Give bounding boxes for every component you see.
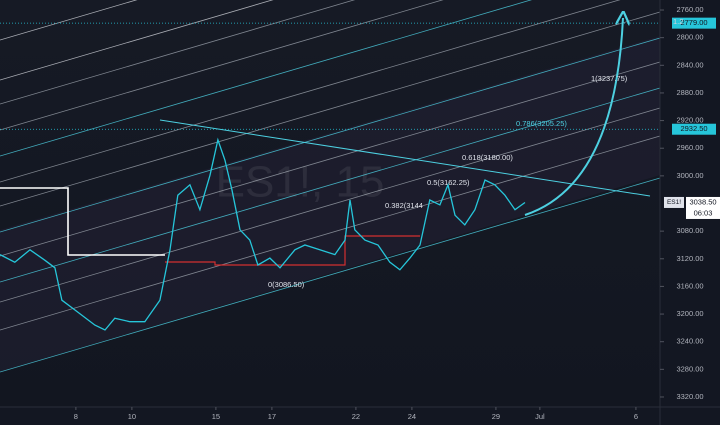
channel-line <box>0 0 356 105</box>
channel-line <box>0 0 621 183</box>
fib-label: 1.2 <box>673 17 683 26</box>
fib-label: 1(3237.75) <box>591 74 628 83</box>
y-tick-label: 3080.00 <box>676 226 703 235</box>
channel-line <box>0 177 661 373</box>
y-tick-label: 2760.00 <box>676 5 703 14</box>
last-price-label: 3038.50 <box>689 197 716 206</box>
channel-line <box>0 0 533 157</box>
channel-line <box>0 61 661 257</box>
y-tick-label: 2880.00 <box>676 88 703 97</box>
price-tag-label: 2779.00 <box>680 18 707 27</box>
channel-line <box>0 11 661 207</box>
price-tag <box>672 123 716 135</box>
y-tick-label: 3200.00 <box>676 309 703 318</box>
x-tick-label: 15 <box>212 412 220 421</box>
fib-label: 0.786(3205.25) <box>516 119 567 128</box>
x-tick-label: 10 <box>128 412 136 421</box>
y-tick-label: 3240.00 <box>676 337 703 346</box>
x-tick-label: 22 <box>352 412 360 421</box>
fib-label: 0.5(3162.25) <box>427 178 470 187</box>
price-line <box>0 137 526 331</box>
y-tick-label: 3320.00 <box>676 392 703 401</box>
x-tick-label: 8 <box>74 412 78 421</box>
y-tick-label: 3280.00 <box>676 364 703 373</box>
fib-label: 0.618(3180.00) <box>462 153 513 162</box>
x-tick-label: Jul <box>535 412 545 421</box>
price-tag <box>672 17 716 29</box>
x-tick-label: 17 <box>268 412 276 421</box>
y-tick-label: 2960.00 <box>676 143 703 152</box>
fib-label: 0.382(3144 <box>385 201 423 210</box>
channel-line <box>0 0 138 41</box>
y-tick-label: 3000.00 <box>676 171 703 180</box>
y-tick-label: 2840.00 <box>676 60 703 69</box>
x-axis-panel <box>0 407 720 425</box>
step-line-red <box>165 235 420 266</box>
x-tick-label: 24 <box>408 412 416 421</box>
fib-label: 0(3086.50) <box>268 280 305 289</box>
countdown-label: 06:03 <box>694 208 713 217</box>
y-tick-label: 2800.00 <box>676 33 703 42</box>
y-tick-label: 2920.00 <box>676 116 703 125</box>
price-tag-label: 2932.50 <box>680 124 707 133</box>
channel-line <box>0 37 661 233</box>
symbol-tag-label: ES1! <box>667 199 681 206</box>
x-tick-label: 6 <box>634 412 638 421</box>
trend-line <box>159 119 651 197</box>
watermark: ES1!, 15 <box>216 158 385 207</box>
channel-line <box>0 135 661 331</box>
channel-line <box>0 87 661 283</box>
channel-fill <box>0 36 660 372</box>
symbol-tag <box>664 196 684 208</box>
y-tick-label: 3120.00 <box>676 254 703 263</box>
last-price-tag <box>686 196 720 219</box>
channel-line <box>0 0 274 81</box>
channel-line <box>0 0 444 131</box>
channel-lines <box>0 0 661 373</box>
y-tick-label: 3160.00 <box>676 281 703 290</box>
channel-line <box>0 107 661 303</box>
x-tick-label: 29 <box>492 412 500 421</box>
step-line <box>0 187 165 256</box>
projection-arrow <box>524 18 623 216</box>
